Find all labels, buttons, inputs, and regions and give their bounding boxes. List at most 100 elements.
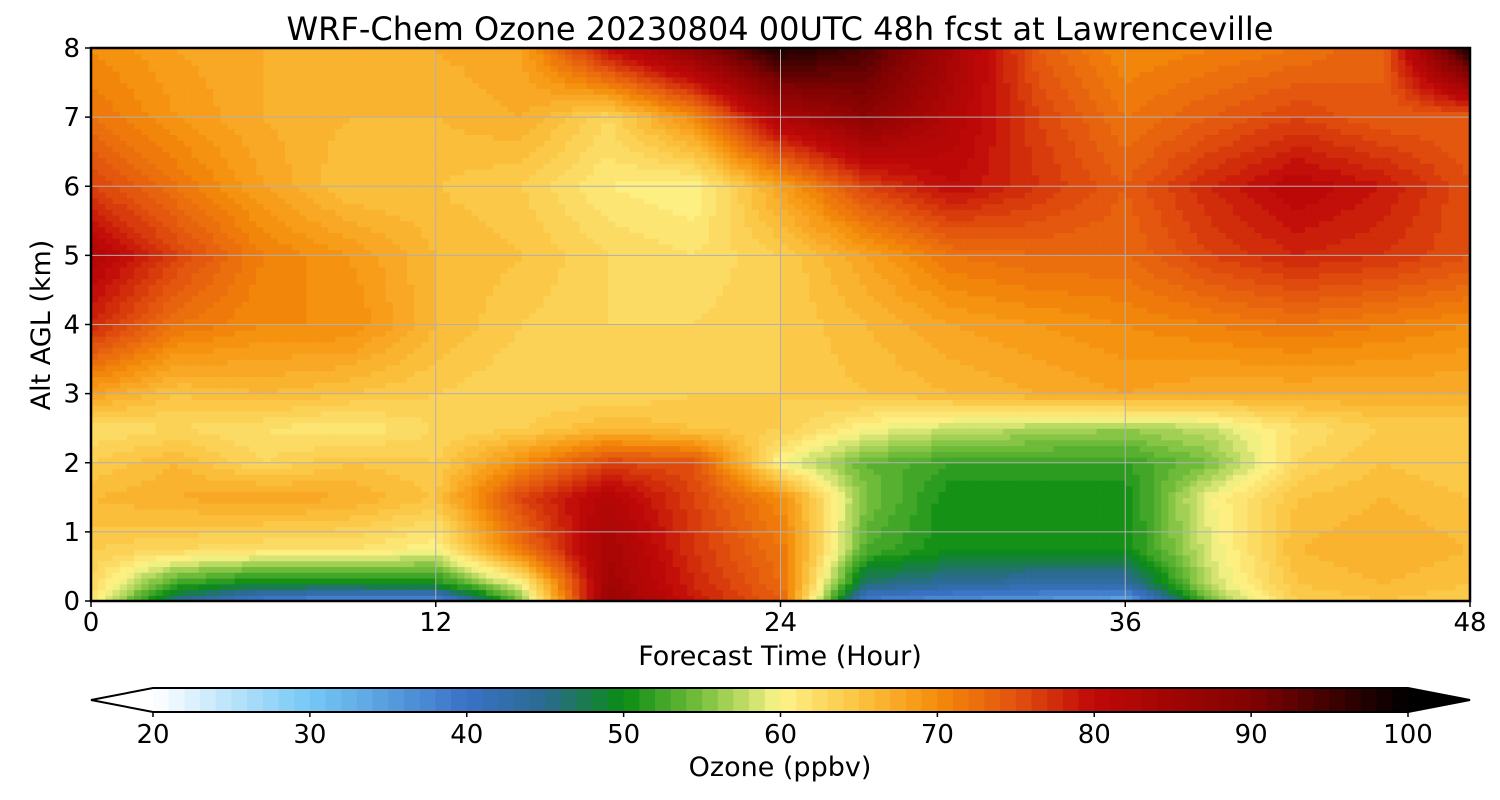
heatmap-cell <box>1434 520 1442 526</box>
heatmap-cell <box>292 486 300 492</box>
heatmap-cell <box>1039 532 1047 538</box>
heatmap-cell <box>1053 572 1061 578</box>
heatmap-cell <box>227 555 235 561</box>
heatmap-cell <box>1405 469 1413 475</box>
heatmap-cell <box>134 463 142 469</box>
heatmap-cell <box>335 509 343 515</box>
heatmap-cell <box>989 474 997 480</box>
heatmap-cell <box>1334 538 1342 544</box>
heatmap-cell <box>788 486 796 492</box>
heatmap-cell <box>529 451 537 457</box>
heatmap-cell <box>1240 469 1248 475</box>
heatmap-cell <box>572 497 580 503</box>
heatmap-cell <box>587 578 595 584</box>
heatmap-cell <box>1405 572 1413 578</box>
heatmap-cell <box>141 463 149 469</box>
heatmap-cell <box>795 566 803 572</box>
heatmap-cell <box>989 509 997 515</box>
heatmap-cell <box>953 515 961 521</box>
heatmap-cell <box>867 549 875 555</box>
heatmap-cell <box>436 463 444 469</box>
heatmap-cell <box>716 572 724 578</box>
heatmap-cell <box>1319 584 1327 590</box>
heatmap-cell <box>263 555 271 561</box>
heatmap-cell <box>1413 515 1421 521</box>
heatmap-cell <box>601 520 609 526</box>
heatmap-cell <box>493 497 501 503</box>
heatmap-cell <box>658 463 666 469</box>
heatmap-cell <box>493 566 501 572</box>
heatmap-cell <box>924 561 932 567</box>
heatmap-cell <box>644 480 652 486</box>
heatmap-cell <box>98 486 106 492</box>
heatmap-cell <box>98 538 106 544</box>
heatmap-cell <box>543 555 551 561</box>
heatmap-cell <box>895 532 903 538</box>
heatmap-cell <box>716 469 724 475</box>
heatmap-cell <box>177 469 185 475</box>
heatmap-cell <box>350 566 358 572</box>
heatmap-cell <box>407 561 415 567</box>
heatmap-cell <box>170 555 178 561</box>
heatmap-cell <box>486 480 494 486</box>
heatmap-cell <box>802 480 810 486</box>
heatmap-cell <box>170 515 178 521</box>
heatmap-cell <box>393 463 401 469</box>
heatmap-cell <box>543 497 551 503</box>
heatmap-cell <box>1204 538 1212 544</box>
heatmap-cell <box>1391 555 1399 561</box>
heatmap-cell <box>737 584 745 590</box>
heatmap-cell <box>845 589 853 595</box>
heatmap-cell <box>1298 503 1306 509</box>
heatmap-cell <box>1377 497 1385 503</box>
heatmap-cell <box>960 520 968 526</box>
heatmap-cell <box>1283 532 1291 538</box>
heatmap-cell <box>1298 532 1306 538</box>
heatmap-cell <box>852 469 860 475</box>
heatmap-cell <box>141 584 149 590</box>
heatmap-cell <box>1061 515 1069 521</box>
heatmap-cell <box>1039 578 1047 584</box>
heatmap-cell <box>263 497 271 503</box>
heatmap-cell <box>378 566 386 572</box>
heatmap-cell <box>694 538 702 544</box>
heatmap-cell <box>1262 451 1270 457</box>
heatmap-cell <box>378 486 386 492</box>
heatmap-cell <box>709 509 717 515</box>
heatmap-cell <box>292 515 300 521</box>
heatmap-cell <box>773 589 781 595</box>
heatmap-cell <box>134 469 142 475</box>
heatmap-cell <box>1061 561 1069 567</box>
heatmap-cell <box>206 584 214 590</box>
heatmap-cell <box>278 515 286 521</box>
heatmap-cell <box>752 589 760 595</box>
heatmap-cell <box>658 515 666 521</box>
heatmap-cell <box>587 515 595 521</box>
heatmap-cell <box>816 532 824 538</box>
heatmap-cell <box>888 480 896 486</box>
heatmap-cell <box>759 515 767 521</box>
heatmap-cell <box>443 509 451 515</box>
heatmap-cell <box>888 503 896 509</box>
heatmap-cell <box>1448 543 1456 549</box>
heatmap-cell <box>1369 480 1377 486</box>
heatmap-cell <box>1348 566 1356 572</box>
heatmap-cell <box>134 561 142 567</box>
heatmap-cell <box>479 561 487 567</box>
heatmap-cell <box>529 584 537 590</box>
heatmap-cell <box>400 572 408 578</box>
heatmap-cell <box>242 538 250 544</box>
heatmap-cell <box>1269 584 1277 590</box>
heatmap-cell <box>1111 572 1119 578</box>
heatmap-cell <box>407 589 415 595</box>
heatmap-cell <box>1197 515 1205 521</box>
heatmap-cell <box>637 532 645 538</box>
heatmap-cell <box>1003 503 1011 509</box>
heatmap-cell <box>745 480 753 486</box>
heatmap-cell <box>831 561 839 567</box>
heatmap-cell <box>1348 486 1356 492</box>
heatmap-cell <box>1334 469 1342 475</box>
heatmap-cell <box>1456 584 1464 590</box>
heatmap-cell <box>199 555 207 561</box>
heatmap-cell <box>1132 480 1140 486</box>
